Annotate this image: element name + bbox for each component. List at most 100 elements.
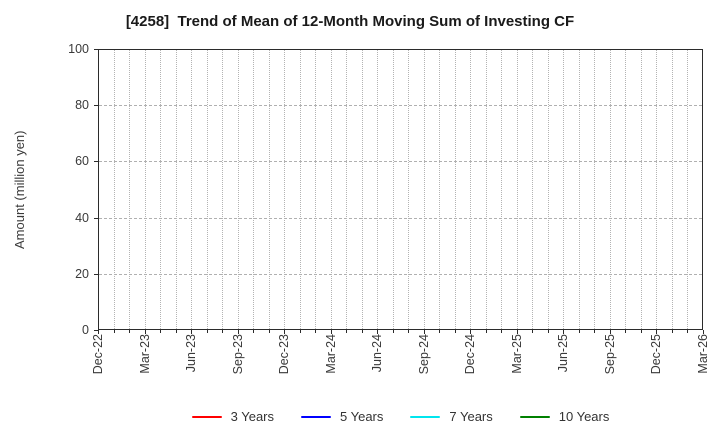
v-gridline <box>299 50 301 329</box>
x-tick-label: Jun-23 <box>184 334 199 373</box>
x-tick-label: Sep-25 <box>602 334 617 375</box>
v-gridline <box>408 50 410 329</box>
x-tick-mark-minor <box>594 330 596 333</box>
v-gridline <box>594 50 596 329</box>
v-gridline <box>377 50 379 329</box>
v-gridline <box>656 50 658 329</box>
x-tick-mark-major <box>237 330 239 334</box>
v-gridline <box>423 50 425 329</box>
y-tick-label: 20 <box>75 266 89 281</box>
v-gridline <box>191 50 193 329</box>
y-tick-label: 60 <box>75 154 89 169</box>
v-gridline <box>268 50 270 329</box>
x-tick-label: Dec-22 <box>91 334 105 375</box>
legend-item-3-years: 3 Years <box>191 409 274 425</box>
x-tick-mark-major <box>470 330 472 334</box>
x-tick-mark-minor <box>299 330 301 333</box>
v-gridline <box>284 50 286 329</box>
x-tick-mark-minor <box>501 330 503 333</box>
legend-line-7-years <box>410 415 441 419</box>
v-gridline <box>439 50 441 329</box>
x-tick-mark-minor <box>439 330 441 333</box>
x-tick-label: Sep-24 <box>416 334 431 375</box>
x-tick-label: Mar-23 <box>137 334 152 374</box>
v-gridline <box>361 50 363 329</box>
x-tick-mark-major <box>98 330 99 334</box>
y-tick-mark <box>94 105 98 107</box>
x-tick-mark-minor <box>671 330 673 333</box>
x-tick-mark-major <box>423 330 425 334</box>
chart-title: [4258] Trend of Mean of 12-Month Moving … <box>125 13 575 30</box>
x-tick-label: Jun-24 <box>370 334 385 373</box>
legend-line-3-years <box>191 415 222 419</box>
y-tick-label: 40 <box>75 210 89 225</box>
x-tick-mark-minor <box>532 330 534 333</box>
x-tick-mark-major <box>377 330 379 334</box>
x-tick-mark-major <box>191 330 193 334</box>
y-tick-mark <box>94 273 98 275</box>
v-gridline <box>640 50 642 329</box>
x-tick-mark-minor <box>625 330 627 333</box>
legend-item-10-years: 10 Years <box>519 409 610 425</box>
v-gridline <box>485 50 487 329</box>
v-gridline <box>222 50 224 329</box>
v-gridline <box>501 50 503 329</box>
v-gridline <box>346 50 348 329</box>
legend-line-5-years <box>301 415 331 419</box>
x-tick-mark-major <box>609 330 611 334</box>
x-tick-mark-minor <box>113 330 115 333</box>
x-tick-mark-minor <box>485 330 487 333</box>
v-gridline <box>175 50 177 329</box>
x-tick-mark-minor <box>129 330 131 333</box>
v-gridline <box>625 50 627 329</box>
legend-line-10-years <box>519 415 550 419</box>
v-gridline <box>392 50 394 329</box>
y-tick-label: 100 <box>68 42 89 56</box>
y-axis-label: Amount (million yen) <box>12 130 27 249</box>
h-gridline <box>99 105 702 107</box>
x-tick-mark-minor <box>175 330 177 333</box>
x-tick-mark-major <box>563 330 565 334</box>
v-gridline <box>532 50 534 329</box>
v-gridline <box>563 50 565 329</box>
x-tick-mark-minor <box>268 330 270 333</box>
legend-item-7-years: 7 Years <box>410 409 493 425</box>
x-tick-mark-minor <box>392 330 394 333</box>
h-gridline <box>99 273 702 275</box>
x-tick-label: Jun-25 <box>556 334 571 373</box>
v-gridline <box>609 50 611 329</box>
x-tick-label: Dec-24 <box>463 334 478 375</box>
x-tick-mark-minor <box>640 330 642 333</box>
x-tick-mark-major <box>703 330 704 334</box>
x-tick-mark-minor <box>160 330 162 333</box>
v-gridline <box>160 50 162 329</box>
x-tick-label: Mar-25 <box>509 334 524 374</box>
x-tick-mark-major <box>144 330 146 334</box>
legend-label-10-years: 10 Years <box>558 409 610 424</box>
y-tick-mark <box>94 217 98 219</box>
x-tick-mark-minor <box>408 330 410 333</box>
x-tick-label: Dec-25 <box>649 334 664 375</box>
v-gridline <box>253 50 255 329</box>
v-gridline <box>315 50 317 329</box>
legend-item-5-years: 5 Years <box>301 409 383 425</box>
x-tick-mark-minor <box>578 330 580 333</box>
v-gridline <box>206 50 208 329</box>
v-gridline <box>671 50 673 329</box>
legend-label-3-years: 3 Years <box>230 409 274 424</box>
h-gridline <box>99 217 702 219</box>
v-gridline <box>144 50 146 329</box>
y-tick-mark <box>94 161 98 163</box>
v-gridline <box>113 50 115 329</box>
x-tick-label: Mar-26 <box>696 334 710 374</box>
x-tick-label: Mar-24 <box>323 334 338 374</box>
v-gridline <box>578 50 580 329</box>
v-gridline <box>547 50 549 329</box>
x-tick-mark-major <box>516 330 518 334</box>
v-gridline <box>687 50 689 329</box>
v-gridline <box>470 50 472 329</box>
v-gridline <box>454 50 456 329</box>
y-tick-mark <box>94 330 98 331</box>
x-tick-mark-minor <box>206 330 208 333</box>
